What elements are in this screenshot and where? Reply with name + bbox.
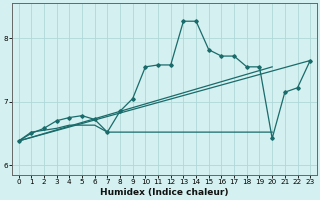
X-axis label: Humidex (Indice chaleur): Humidex (Indice chaleur) bbox=[100, 188, 229, 197]
